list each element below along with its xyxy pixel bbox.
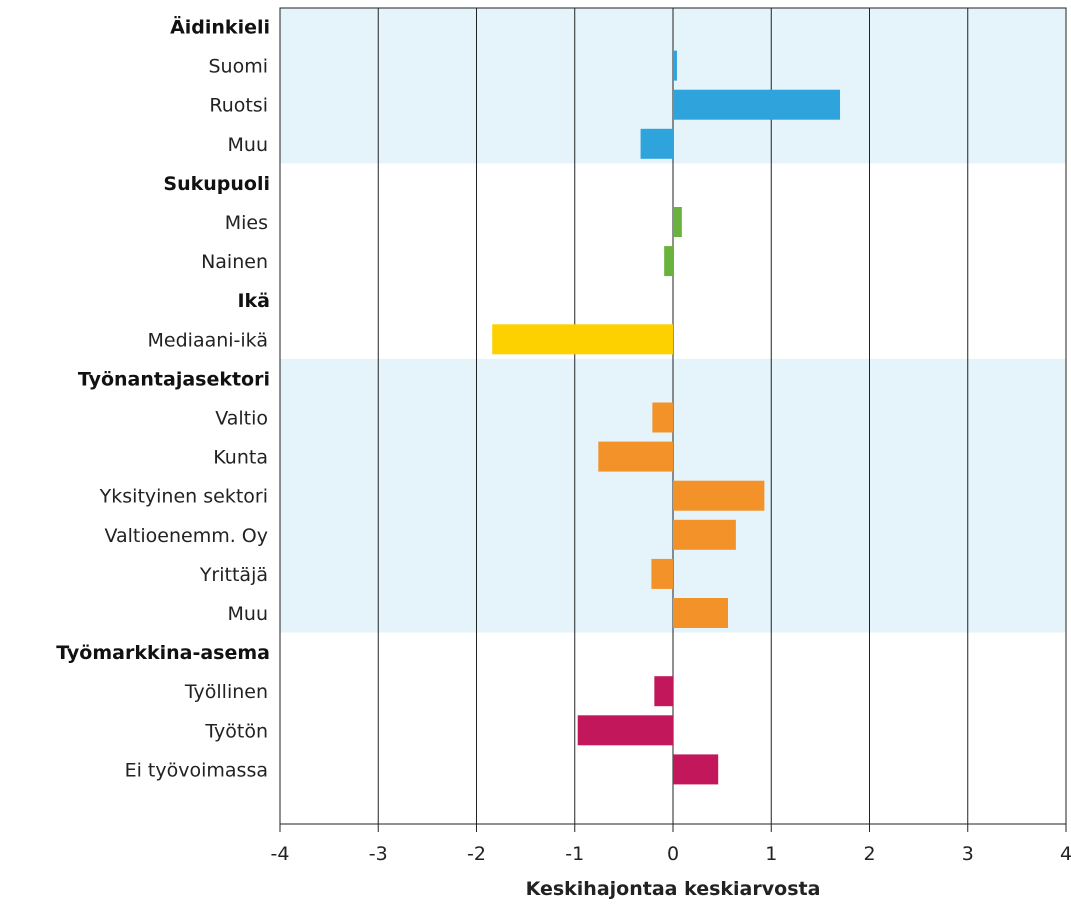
category-labels: Äidinkieli Suomi Ruotsi Muu Sukupuoli Mies Nai… — [56, 15, 270, 782]
bar — [577, 715, 673, 746]
bar — [640, 128, 673, 159]
bar — [673, 50, 677, 81]
group-label: Äidinkieli — [170, 15, 270, 39]
tick-label: -4 — [271, 843, 290, 865]
category-label: Kunta — [213, 447, 268, 469]
group-label: Työmarkkina-asema — [56, 642, 270, 664]
bar — [673, 480, 765, 511]
category-label: Työtön — [204, 720, 268, 742]
plot-frame — [279, 7, 1067, 825]
tick-label: 1 — [765, 843, 777, 865]
x-axis-title: Keskihajontaa keskiarvosta — [526, 878, 821, 900]
category-label: Nainen — [201, 251, 268, 273]
tick-label: 4 — [1060, 843, 1071, 865]
bar — [673, 207, 682, 237]
category-label: Ruotsi — [209, 95, 268, 117]
tick-label: 0 — [667, 843, 679, 865]
category-label: Mies — [225, 212, 268, 234]
category-label: Mediaani-ikä — [148, 329, 268, 351]
category-label: Ei työvoimassa — [125, 759, 268, 781]
tick-label: -1 — [565, 843, 584, 865]
category-label: Yksityinen sektori — [99, 486, 268, 508]
bar — [673, 89, 841, 120]
bar — [652, 402, 673, 433]
tick-label: -2 — [467, 843, 486, 865]
category-label: Muu — [228, 134, 268, 156]
bar — [673, 598, 729, 628]
bar — [654, 676, 673, 707]
tick-label: 2 — [863, 843, 875, 865]
tick-label: 3 — [962, 843, 974, 865]
x-ticks: -4 -3 -2 -1 0 1 2 3 4 — [271, 824, 1071, 865]
category-label: Suomi — [208, 56, 268, 78]
category-label: Muu — [228, 603, 268, 625]
group-label: Työnantajasektori — [78, 368, 270, 390]
category-label: Yrittäjä — [199, 564, 268, 586]
bar — [664, 246, 673, 277]
group-label: Ikä — [237, 290, 270, 312]
bar — [598, 441, 673, 472]
bar — [673, 519, 736, 550]
group-label: Sukupuoli — [163, 173, 270, 195]
bar — [492, 324, 673, 355]
bar — [673, 754, 719, 785]
category-label: Työllinen — [184, 681, 268, 703]
bar — [651, 558, 673, 589]
category-label: Valtioenemm. Oy — [104, 525, 268, 547]
category-label: Valtio — [215, 408, 268, 430]
bars — [492, 50, 841, 785]
tick-label: -3 — [369, 843, 388, 865]
